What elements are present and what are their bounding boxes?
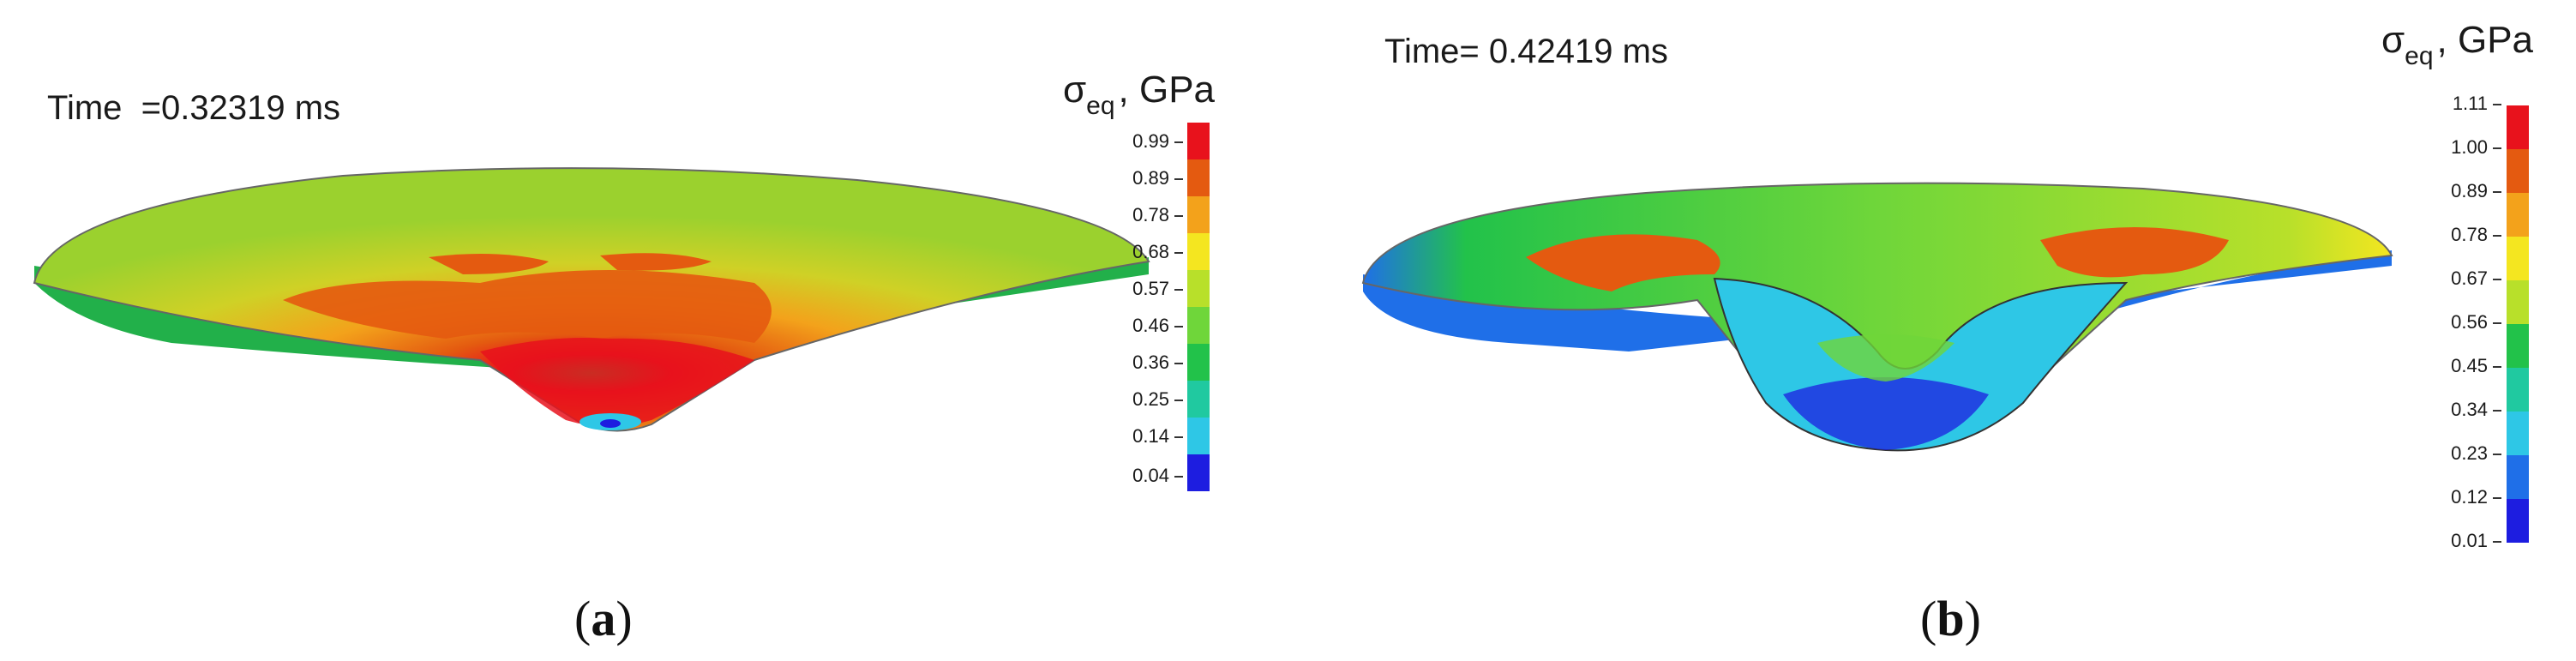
plate-b-patch-right [2040,227,2229,278]
caption-a-letter: a [591,591,616,646]
colorbar-b-swatch [2507,105,2529,149]
plate-a-patch-center [283,270,772,343]
colorbar-b-swatch [2507,149,2529,193]
colorbar-a-swatch [1187,344,1210,381]
colorbar-b-swatch [2507,324,2529,368]
time-label-a: Time =0.32319 ms [47,89,341,127]
legend-tick-b: 1.11 [2426,93,2501,115]
legend-tick-a: 0.57 [1114,278,1183,300]
caption-a: (a) [574,590,633,647]
colorbar-b-swatch [2507,368,2529,412]
colorbar-a-swatch [1187,233,1210,270]
legend-tick-a: 0.89 [1114,167,1183,189]
legend-title-b: σeq, GPa [2381,19,2534,70]
caption-b: (b) [1920,590,1981,647]
colorbar-a-swatch [1187,454,1210,491]
legend-symbol-a: σ [1063,69,1087,111]
legend-tick-a: 0.14 [1114,425,1183,448]
legend-unit-b: , GPa [2436,19,2534,61]
colorbar-a-swatch [1187,307,1210,344]
legend-tick-b: 0.01 [2426,530,2501,552]
caption-b-close: ) [1964,591,1981,646]
colorbar-a-swatch [1187,159,1210,196]
plate-a-patch-left [429,254,549,274]
time-label-b: Time= 0.42419 ms [1384,33,1668,70]
panel-a: Time =0.32319 ms σeq, GPa 0.99 0.89 0.78… [0,0,1286,661]
colorbar-a [1187,123,1210,491]
panel-b: Time= 0.42419 ms σeq, GPa 1.11 1.00 0.89… [1286,0,2576,661]
colorbar-b-swatch [2507,237,2529,280]
legend-symbol-b: σ [2381,19,2405,61]
legend-tick-a: 0.68 [1114,241,1183,263]
caption-a-close: ) [615,591,633,646]
legend-subscript-a: eq [1086,92,1115,120]
plate-a-render [33,167,1150,432]
legend-tick-b: 0.23 [2426,442,2501,465]
colorbar-b-swatch [2507,193,2529,237]
legend-tick-b: 0.12 [2426,486,2501,508]
legend-tick-b: 1.00 [2426,136,2501,159]
legend-tick-b: 0.56 [2426,311,2501,334]
legend-unit-a: , GPa [1118,69,1216,111]
plate-a-patch-right [600,253,712,271]
plate-b-side [1363,250,2392,352]
legend-tick-a: 0.36 [1114,352,1183,374]
caption-b-open: ( [1920,591,1937,646]
colorbar-b-swatch [2507,280,2529,324]
caption-a-open: ( [574,591,591,646]
plate-b-crater-core [1783,377,1989,450]
colorbar-b-swatch [2507,499,2529,543]
colorbar-b-swatch [2507,412,2529,455]
plate-b-patch-left [1526,234,1720,291]
colorbar-a-swatch [1187,381,1210,418]
legend-tick-b: 0.45 [2426,355,2501,377]
legend-tick-a: 0.99 [1114,130,1183,153]
plate-b-crater-mid [1817,334,1955,382]
legend-tick-a: 0.78 [1114,204,1183,226]
colorbar-a-swatch [1187,270,1210,307]
colorbar-a-swatch [1187,196,1210,233]
legend-tick-b: 0.89 [2426,180,2501,202]
legend-tick-a: 0.04 [1114,465,1183,487]
plate-a-tip-core [600,419,621,428]
legend-tick-b: 0.78 [2426,224,2501,246]
legend-title-a: σeq, GPa [1063,69,1216,120]
colorbar-b-swatch [2507,455,2529,499]
colorbar-b [2507,105,2529,543]
legend-tick-a: 0.46 [1114,315,1183,337]
plate-a-side [34,257,1149,369]
colorbar-a-swatch [1187,123,1210,159]
legend-tick-a: 0.25 [1114,388,1183,411]
caption-b-letter: b [1937,591,1965,646]
legend-subscript-b: eq [2405,42,2434,70]
plate-b-render [1361,182,2393,452]
legend-tick-b: 0.34 [2426,399,2501,421]
colorbar-a-swatch [1187,418,1210,454]
legend-tick-b: 0.67 [2426,267,2501,290]
plate-a-red-zone [480,338,754,427]
